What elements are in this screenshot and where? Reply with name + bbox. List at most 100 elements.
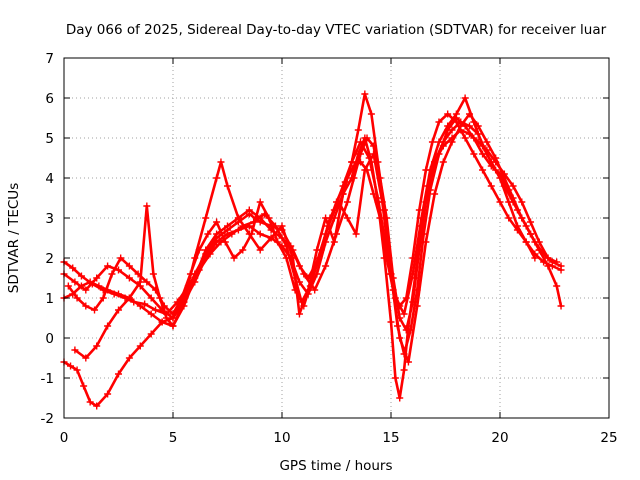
data-point [439, 158, 447, 166]
data-point [391, 374, 399, 382]
data-point [213, 234, 221, 242]
data-point [115, 306, 122, 314]
data-point [428, 138, 436, 146]
data-point [230, 254, 238, 262]
data-point [400, 366, 408, 374]
x-tick-label: 20 [491, 430, 508, 446]
data-point [93, 274, 101, 282]
data-point [82, 286, 90, 294]
data-point [479, 166, 487, 174]
data-point [322, 214, 330, 222]
data-point [354, 126, 362, 134]
series-line [73, 96, 537, 360]
data-point [115, 266, 122, 274]
data-point [80, 382, 88, 390]
series-line [62, 120, 563, 408]
data-point [518, 198, 526, 206]
data-point [470, 118, 478, 126]
data-point [67, 362, 75, 370]
data-point [149, 270, 157, 278]
data-point [304, 286, 312, 294]
data-point [374, 194, 382, 202]
data-point [73, 366, 81, 374]
y-tick-label: 4 [45, 171, 54, 187]
data-point [77, 272, 85, 280]
data-point [115, 370, 122, 378]
data-point [86, 398, 94, 406]
chart-title: Day 066 of 2025, Sidereal Day-to-day VTE… [66, 22, 607, 38]
data-point [426, 186, 434, 194]
data-point [93, 402, 101, 410]
data-point [265, 214, 273, 222]
data-point [143, 202, 151, 210]
data-point [169, 310, 177, 318]
data-point [435, 150, 443, 158]
data-point [505, 198, 513, 206]
data-point [348, 158, 356, 166]
data-point [204, 230, 212, 238]
data-point [202, 214, 210, 222]
data-point [93, 342, 101, 350]
data-point [487, 158, 495, 166]
data-point [234, 214, 242, 222]
data-point [136, 342, 144, 350]
data-point [169, 322, 177, 330]
y-tick-label: 2 [45, 251, 54, 267]
data-point [117, 254, 125, 262]
data-point [444, 122, 452, 130]
tick-labels: 0 5 10 15 20 25 -2 -1 0 1 2 3 4 5 6 7 [41, 51, 618, 446]
data-point [479, 150, 487, 158]
data-point [245, 210, 253, 218]
data-point [156, 294, 164, 302]
data-point [487, 182, 495, 190]
data-point [461, 134, 469, 142]
data-point [239, 246, 247, 254]
data-point [343, 214, 351, 222]
data-point [492, 154, 500, 162]
data-point [313, 246, 321, 254]
data-point [245, 230, 253, 238]
data-point [213, 174, 221, 182]
data-point [224, 226, 231, 234]
data-point [278, 234, 286, 242]
data-point [289, 254, 297, 262]
data-point [544, 254, 552, 262]
data-point [553, 282, 561, 290]
data-point [479, 142, 487, 150]
x-tick-label: 0 [60, 430, 69, 446]
data-point [391, 294, 399, 302]
data-point [245, 222, 253, 230]
data-point [409, 270, 417, 278]
data-point [444, 110, 452, 118]
data-point [267, 234, 275, 242]
data-point [396, 394, 404, 402]
data-point [396, 334, 404, 342]
data-point [64, 282, 72, 290]
data-point [535, 246, 543, 254]
plot-frame [63, 57, 610, 419]
data-point [108, 270, 116, 278]
data-point [278, 222, 286, 230]
data-point [191, 254, 199, 262]
y-tick-label: 5 [45, 131, 54, 147]
data-point [136, 302, 144, 310]
data-point [256, 218, 264, 226]
y-tick-label: -1 [41, 371, 54, 387]
data-point [367, 110, 375, 118]
data-point [461, 94, 469, 102]
data-point [457, 122, 465, 130]
data-point [202, 250, 210, 258]
data-point [141, 300, 149, 308]
data-point [387, 318, 395, 326]
data-point [505, 214, 513, 222]
data-point [274, 238, 282, 246]
data-point [104, 322, 112, 330]
data-point [104, 390, 112, 398]
data-point [431, 190, 439, 198]
data-point [104, 262, 112, 270]
data-point [221, 238, 229, 246]
data-point [330, 238, 338, 246]
series-track-d [60, 90, 565, 358]
data-point [282, 254, 290, 262]
data-point [152, 306, 160, 314]
